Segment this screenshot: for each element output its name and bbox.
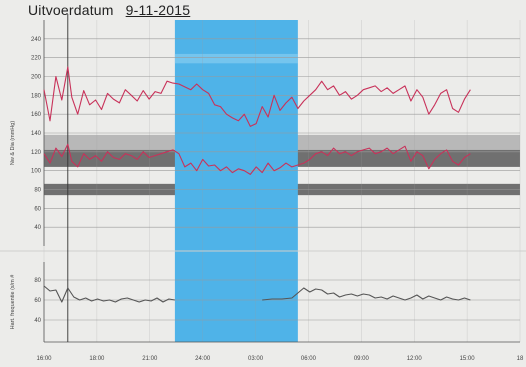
x-tick-label-2: 21:00 [142, 356, 158, 362]
systolic-line [43, 66, 471, 127]
y-tick-label-top-2: 80 [34, 188, 41, 194]
execution-date: 9-11-2015 [125, 2, 191, 18]
y-tick-label-bottom-1: 60 [34, 298, 41, 304]
y-axis-title-bottom: Hart. frequentie (s/m # [10, 274, 16, 330]
y-tick-label-top-7: 180 [31, 93, 42, 99]
tick-labels: 40 60 80 100 120 140 160 180 200 220 240 40 60 80 16:0… [10, 37, 524, 362]
heart-rate-line-1 [43, 285, 175, 303]
y-tick-label-top-0: 40 [34, 225, 41, 231]
x-tick-label-5: 06:00 [301, 356, 317, 362]
page-title: Uitvoerdatum 9-11-2015 [28, 2, 190, 18]
series-lines [43, 66, 471, 303]
x-tick-label-0: 16:00 [36, 356, 52, 362]
y-tick-label-bottom-0: 40 [34, 318, 41, 324]
heart-rate-line-2 [262, 287, 471, 301]
highlight-interval [174, 20, 298, 342]
y-axis-title-top: Nw & Dia (mmHg) [10, 121, 16, 165]
y-tick-label-top-9: 220 [31, 56, 42, 62]
x-tick-label-4: 03:00 [248, 356, 264, 362]
highlight-interval-stripe [174, 53, 298, 64]
x-tick-label-9: 18 [517, 356, 524, 362]
x-tick-label-7: 12:00 [407, 356, 423, 362]
page-title-label: Uitvoerdatum [28, 2, 114, 18]
y-tick-label-top-3: 100 [31, 169, 42, 175]
y-tick-label-top-6: 160 [31, 112, 42, 118]
diastolic-line [43, 143, 471, 175]
x-tick-label-3: 24:00 [195, 356, 211, 362]
y-tick-label-top-5: 140 [31, 131, 42, 137]
y-tick-label-top-1: 60 [34, 206, 41, 212]
x-tick-label-6: 09:00 [354, 356, 370, 362]
y-tick-label-top-4: 120 [31, 150, 42, 156]
y-tick-label-bottom-2: 80 [34, 278, 41, 284]
y-tick-label-top-10: 240 [31, 37, 42, 43]
x-tick-label-1: 18:00 [89, 356, 105, 362]
y-tick-label-top-8: 200 [31, 75, 42, 81]
x-tick-label-8: 15:00 [460, 356, 476, 362]
highlight-interval-band [174, 20, 298, 342]
axes [0, 14, 526, 343]
grid-lines [43, 20, 521, 342]
